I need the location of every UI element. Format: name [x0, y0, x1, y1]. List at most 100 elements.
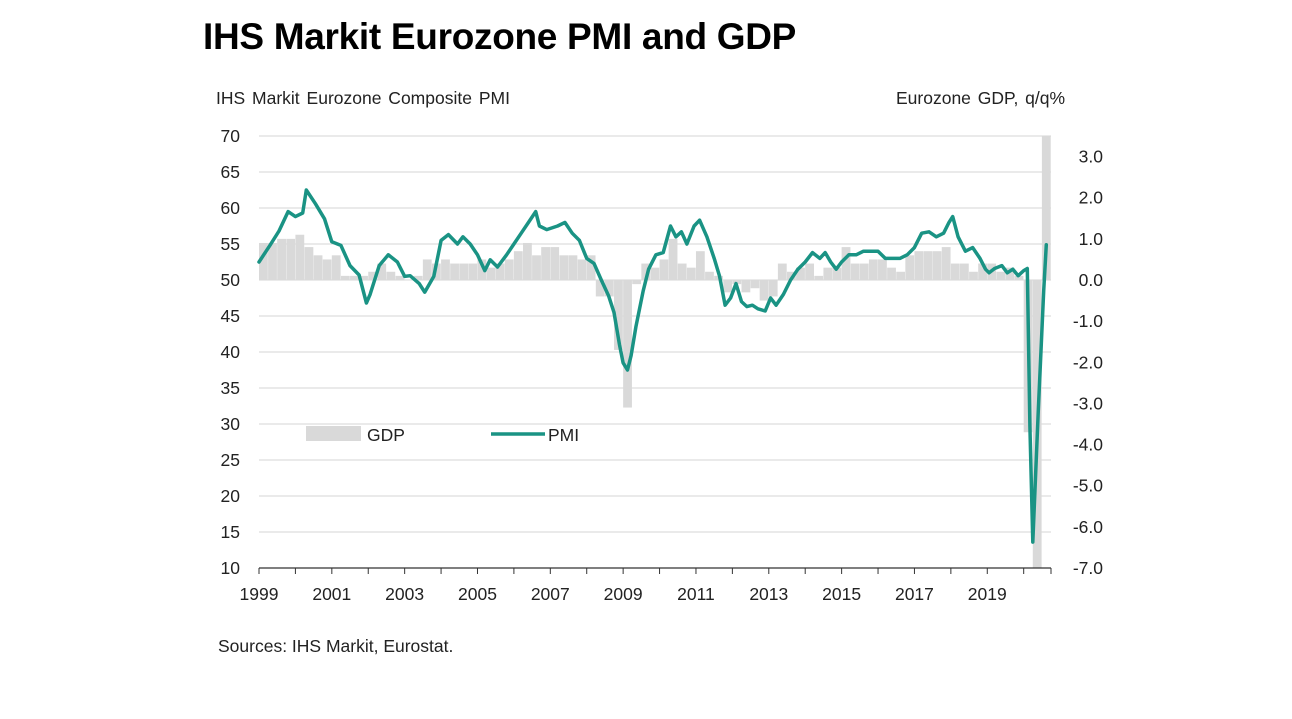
- gdp-bar: [495, 263, 505, 280]
- y-right-tick-label: -7.0: [1073, 558, 1103, 578]
- gdp-bar: [1014, 275, 1024, 280]
- gdp-bar: [450, 263, 459, 280]
- gdp-bar: [604, 280, 614, 297]
- x-tick-label: 2001: [312, 584, 351, 604]
- gdp-bar: [577, 259, 587, 280]
- chart-title: IHS Markit Eurozone PMI and GDP: [203, 16, 797, 57]
- y-left-tick-label: 25: [221, 450, 240, 470]
- y-left-tick-label: 70: [221, 126, 241, 146]
- gdp-bar: [350, 275, 359, 280]
- gdp-bar: [823, 267, 833, 280]
- gdp-bar: [741, 280, 751, 293]
- gdp-bar: [814, 275, 824, 280]
- gdp-bar: [996, 271, 1006, 280]
- gdp-bar: [914, 251, 924, 280]
- gridlines: [259, 135, 1051, 533]
- gdp-bar: [386, 271, 396, 280]
- gdp-bar: [259, 242, 268, 280]
- gdp-bar: [723, 280, 733, 293]
- gdp-bar: [623, 280, 632, 408]
- gdp-bar: [377, 263, 387, 280]
- y-left-tick-label: 10: [221, 558, 241, 578]
- y-right-tick-label: -4.0: [1073, 435, 1103, 455]
- gdp-bar: [878, 259, 887, 280]
- y-right-tick-label: -1.0: [1073, 311, 1103, 331]
- gdp-bar: [959, 263, 969, 280]
- gdp-bar: [969, 271, 978, 280]
- gdp-bar: [286, 238, 296, 280]
- gdp-bar: [695, 251, 705, 280]
- gdp-bar: [313, 255, 323, 280]
- gdp-bar: [486, 267, 496, 280]
- gdp-bar: [650, 267, 660, 280]
- gdp-bar: [686, 267, 696, 280]
- y-left-tick-label: 60: [221, 198, 241, 218]
- x-tick-label: 2015: [822, 584, 861, 604]
- tick-labels: 10 15 20 25 30 35 40 45 50 55 60 65 70 3.0 2.0 1.0 0.0 -1…: [221, 126, 1104, 604]
- legend-pmi-label: PMI: [548, 425, 579, 445]
- gdp-bar: [614, 280, 623, 350]
- x-tick-label: 2005: [458, 584, 497, 604]
- gdp-bar: [750, 280, 760, 289]
- y-left-tick-label: 15: [221, 522, 240, 542]
- y-left-tick-label: 35: [221, 378, 240, 398]
- gdp-bar: [941, 247, 951, 280]
- gdp-bar: [477, 259, 487, 280]
- gdp-bar: [887, 267, 896, 280]
- gdp-bar: [404, 280, 414, 281]
- gdp-bar: [322, 259, 332, 280]
- gdp-bar: [532, 255, 541, 280]
- axes: [258, 567, 1052, 574]
- y-left-tick-label: 20: [221, 486, 241, 506]
- x-tick-label: 2017: [895, 584, 934, 604]
- gdp-bar: [796, 267, 805, 280]
- y-right-tick-label: 3.0: [1079, 147, 1104, 167]
- x-tick-label: 2003: [385, 584, 424, 604]
- gdp-bar: [359, 275, 368, 280]
- y-left-tick-label: 40: [221, 342, 241, 362]
- gdp-bar: [541, 247, 551, 280]
- x-tick-label: 2013: [749, 584, 788, 604]
- x-tick-label: 2019: [968, 584, 1007, 604]
- left-axis-label: IHS Markit Eurozone Composite PMI: [216, 88, 510, 108]
- gdp-bar: [759, 280, 769, 301]
- gdp-bar: [841, 247, 851, 280]
- gdp-bar: [568, 255, 578, 280]
- gdp-bar: [850, 263, 860, 280]
- legend-gdp-label: GDP: [367, 425, 405, 445]
- gdp-bar: [550, 247, 560, 280]
- y-right-tick-label: 2.0: [1079, 188, 1104, 208]
- y-right-tick-label: 0.0: [1079, 270, 1104, 290]
- gdp-bar: [896, 271, 906, 280]
- y-left-tick-label: 45: [221, 306, 240, 326]
- legend: GDP PMI: [306, 425, 579, 445]
- gdp-bar: [1041, 136, 1051, 280]
- x-tick-label: 2009: [604, 584, 643, 604]
- gdp-bar: [768, 280, 778, 297]
- pmi-line: [257, 188, 1049, 544]
- gdp-bar: [295, 234, 305, 280]
- legend-gdp-swatch: [306, 426, 361, 441]
- gdp-bar: [586, 255, 596, 280]
- gdp-bar: [304, 247, 314, 280]
- gdp-bar: [413, 275, 423, 280]
- gdp-bar: [668, 238, 678, 280]
- gdp-bar: [868, 259, 878, 280]
- y-left-tick-label: 55: [221, 234, 240, 254]
- gdp-bar: [368, 271, 378, 280]
- gdp-bar: [268, 242, 277, 280]
- right-axis-label: Eurozone GDP, q/q%: [896, 88, 1066, 108]
- gdp-bar: [559, 255, 569, 280]
- gdp-bar: [659, 259, 669, 280]
- y-right-tick-label: 1.0: [1079, 229, 1104, 249]
- gdp-bar: [504, 259, 514, 280]
- pmi-line-layer: [257, 188, 1049, 544]
- y-left-tick-label: 50: [221, 270, 241, 290]
- x-tick-label: 2011: [677, 584, 715, 604]
- y-left-tick-label: 65: [221, 162, 240, 182]
- gdp-bar: [513, 251, 523, 280]
- y-right-tick-label: -2.0: [1073, 352, 1103, 372]
- gdp-bar: [677, 263, 687, 280]
- gdp-bar: [468, 263, 478, 280]
